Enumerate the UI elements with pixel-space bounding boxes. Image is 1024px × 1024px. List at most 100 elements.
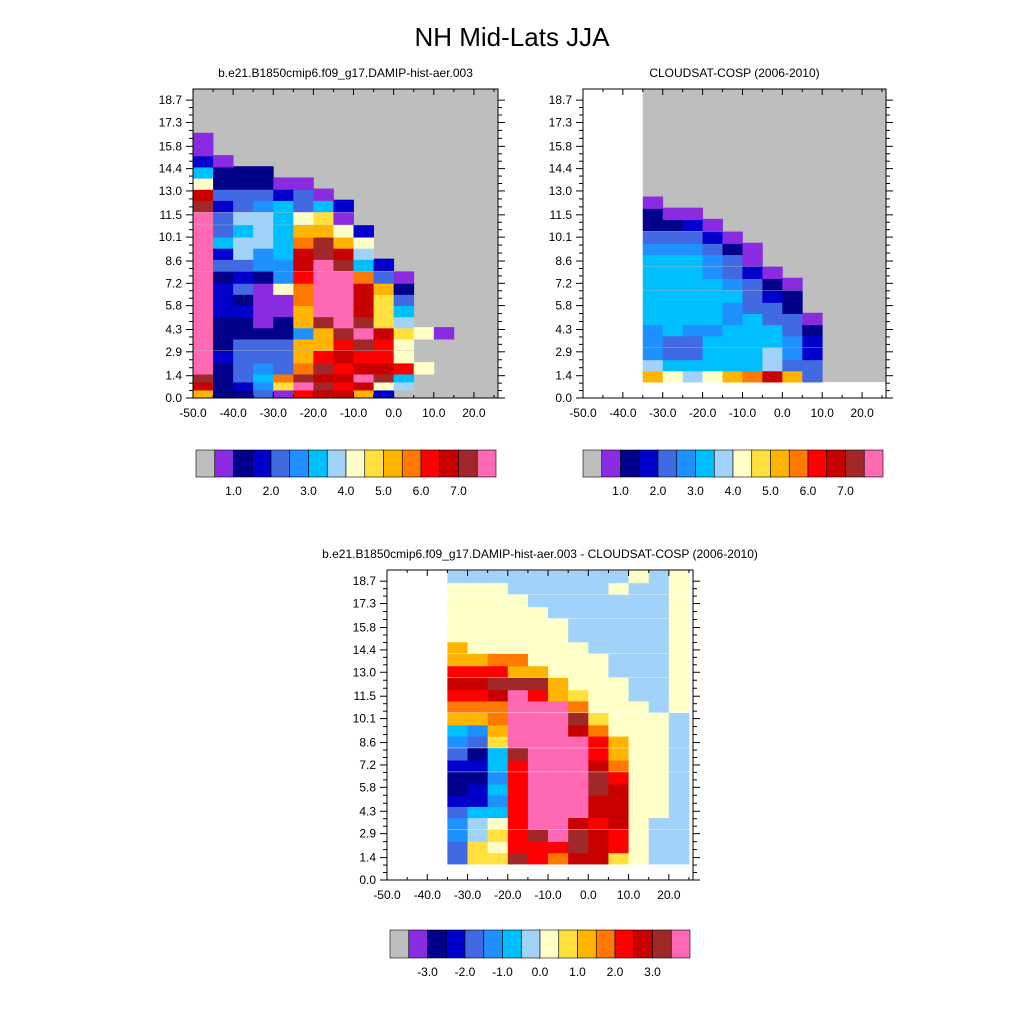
heatmap-cell: [507, 735, 529, 748]
heatmap-cell: [447, 629, 468, 643]
heatmap-cell: [527, 816, 549, 830]
y-tick-label: 17.3: [549, 115, 573, 129]
heatmap-cell: [413, 362, 435, 375]
heatmap-cell: [608, 641, 629, 654]
heatmap-cell: [193, 177, 214, 190]
heatmap-cell: [568, 689, 589, 702]
colorbar-swatch: [483, 929, 503, 959]
colorbar-swatch: [620, 449, 640, 478]
heatmap-cell: [568, 581, 589, 595]
heatmap-cell: [527, 852, 549, 865]
heatmap-cell: [668, 829, 690, 843]
heatmap-cell: [233, 258, 254, 271]
heatmap-cell: [253, 225, 274, 238]
heatmap-cell: [588, 735, 609, 748]
heatmap-cell: [213, 188, 234, 201]
heatmap-cell: [568, 677, 589, 691]
heatmap-cell: [467, 653, 489, 667]
heatmap-cell: [213, 338, 234, 351]
heatmap-cell: [588, 829, 609, 843]
heatmap-cell: [642, 196, 664, 209]
heatmap-cell: [668, 852, 690, 865]
heatmap-cell: [233, 199, 254, 213]
heatmap-cell: [662, 207, 684, 221]
heatmap-cell: [293, 304, 314, 318]
heatmap-cell: [702, 312, 723, 326]
colorbar-swatch: [751, 449, 771, 478]
heatmap-cell: [253, 166, 274, 179]
heatmap-cell: [487, 759, 509, 772]
heatmap-cell: [648, 641, 670, 654]
x-tick-label: -10.0: [534, 888, 562, 902]
heatmap-cell: [682, 266, 703, 279]
heatmap-cell: [548, 805, 569, 819]
colorbar-swatch: [476, 449, 497, 478]
heatmap-cell: [467, 829, 489, 843]
heatmap-cell: [548, 735, 569, 748]
heatmap-cell: [668, 783, 690, 796]
heatmap-cell: [762, 266, 783, 279]
heatmap-cell: [722, 347, 743, 361]
heatmap-cell: [568, 748, 589, 761]
heatmap-cell: [507, 759, 529, 772]
x-tick-label: -50.0: [569, 406, 597, 420]
colorbar-swatch: [657, 449, 678, 478]
y-tick-label: 8.6: [359, 736, 376, 750]
heatmap-cell: [253, 199, 274, 213]
heatmap-cell: [313, 271, 334, 284]
heatmap-cell: [548, 570, 569, 584]
heatmap-cell: [702, 323, 723, 337]
y-tick-label: 14.4: [159, 162, 183, 176]
heatmap-cell: [568, 713, 589, 726]
heatmap-cell: [507, 605, 529, 619]
heatmap-cell: [447, 852, 468, 865]
heatmap-cell: [628, 641, 650, 654]
heatmap-cell: [662, 323, 684, 337]
heatmap-cell: [588, 665, 609, 678]
heatmap-cell: [642, 277, 664, 291]
heatmap-cell: [548, 829, 569, 843]
heatmap-cell: [608, 570, 629, 584]
heatmap-cell: [273, 236, 294, 249]
colorbar-swatch: [445, 929, 466, 959]
heatmap-cell: [507, 581, 529, 595]
colorbar-swatch: [582, 449, 603, 478]
heatmap-cell: [233, 212, 254, 225]
heatmap-cell: [393, 271, 415, 284]
heatmap-cell: [648, 618, 670, 632]
colorbar-swatch: [826, 449, 846, 478]
colorbar-swatch: [807, 449, 828, 478]
heatmap-cell: [568, 605, 589, 619]
heatmap-cell: [333, 351, 354, 364]
heatmap-cell: [608, 748, 629, 761]
x-tick-label: -30.0: [454, 888, 482, 902]
heatmap-cell: [293, 271, 314, 284]
heatmap-cell: [662, 347, 684, 361]
panel-title: b.e21.B1850cmip6.f09_g17.DAMIP-hist-aer.…: [218, 66, 473, 80]
colorbar: 1.0 2.0 3.0 4.0 5.0 6.0 7.0: [195, 449, 497, 498]
heatmap-cell: [507, 570, 529, 584]
heatmap-cell: [313, 282, 334, 295]
heatmap-cell: [447, 641, 468, 654]
heatmap-cell: [273, 293, 294, 307]
heatmap-cell: [333, 212, 354, 225]
colorbar-swatch: [326, 449, 347, 478]
heatmap-cell: [507, 641, 529, 654]
heatmap-cell: [782, 290, 803, 303]
heatmap-cell: [353, 304, 374, 318]
heatmap-cell: [782, 358, 803, 372]
y-tick-label: 17.3: [159, 115, 183, 129]
heatmap-cell: [642, 358, 664, 372]
heatmap-cell: [662, 253, 684, 267]
heatmap-cell: [608, 735, 629, 748]
heatmap-cell: [662, 231, 684, 244]
heatmap-cell: [762, 312, 783, 326]
heatmap-cell: [353, 351, 374, 364]
heatmap-cell: [682, 347, 703, 361]
heatmap-cell: [648, 570, 670, 584]
heatmap-cell: [193, 188, 214, 201]
heatmap-cell: [373, 362, 395, 375]
heatmap-cell: [193, 236, 214, 249]
heatmap-cell: [648, 772, 670, 785]
heatmap-cell: [253, 177, 274, 190]
